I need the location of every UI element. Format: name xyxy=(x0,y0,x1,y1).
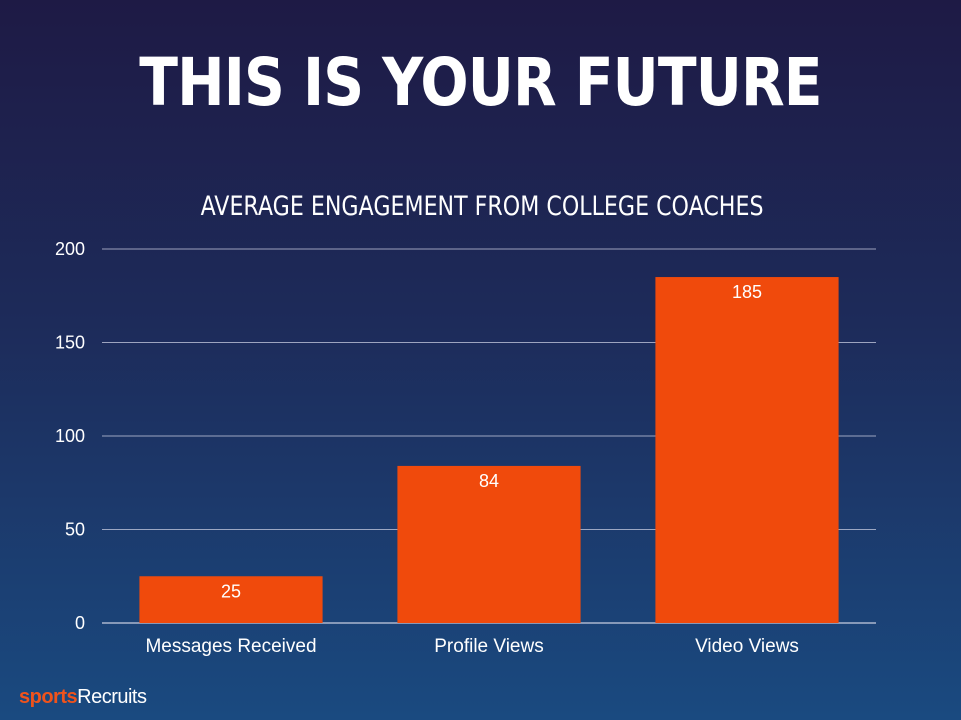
bar xyxy=(655,277,839,623)
data-label: 185 xyxy=(732,282,762,302)
x-tick-label: Profile Views xyxy=(434,636,543,657)
chart-title: AVERAGE ENGAGEMENT FROM COLLEGE COACHES xyxy=(200,191,764,222)
data-label: 25 xyxy=(221,581,241,601)
data-label: 84 xyxy=(479,471,499,491)
logo-sports-text: sports xyxy=(19,686,78,708)
y-tick-label: 150 xyxy=(55,333,85,353)
x-tick-label: Messages Received xyxy=(145,636,316,657)
y-tick-label: 200 xyxy=(55,239,85,259)
y-tick-label: 50 xyxy=(65,520,85,540)
page-title: THIS IS YOUR FUTURE xyxy=(139,44,822,121)
y-tick-label: 0 xyxy=(75,613,85,633)
bar xyxy=(397,465,581,623)
y-tick-label: 100 xyxy=(55,426,85,446)
bar xyxy=(139,576,323,623)
sportsrecruits-logo: sportsRecruits xyxy=(19,686,147,709)
x-tick-label: Video Views xyxy=(695,636,799,657)
logo-recruits-text: Recruits xyxy=(77,686,147,708)
